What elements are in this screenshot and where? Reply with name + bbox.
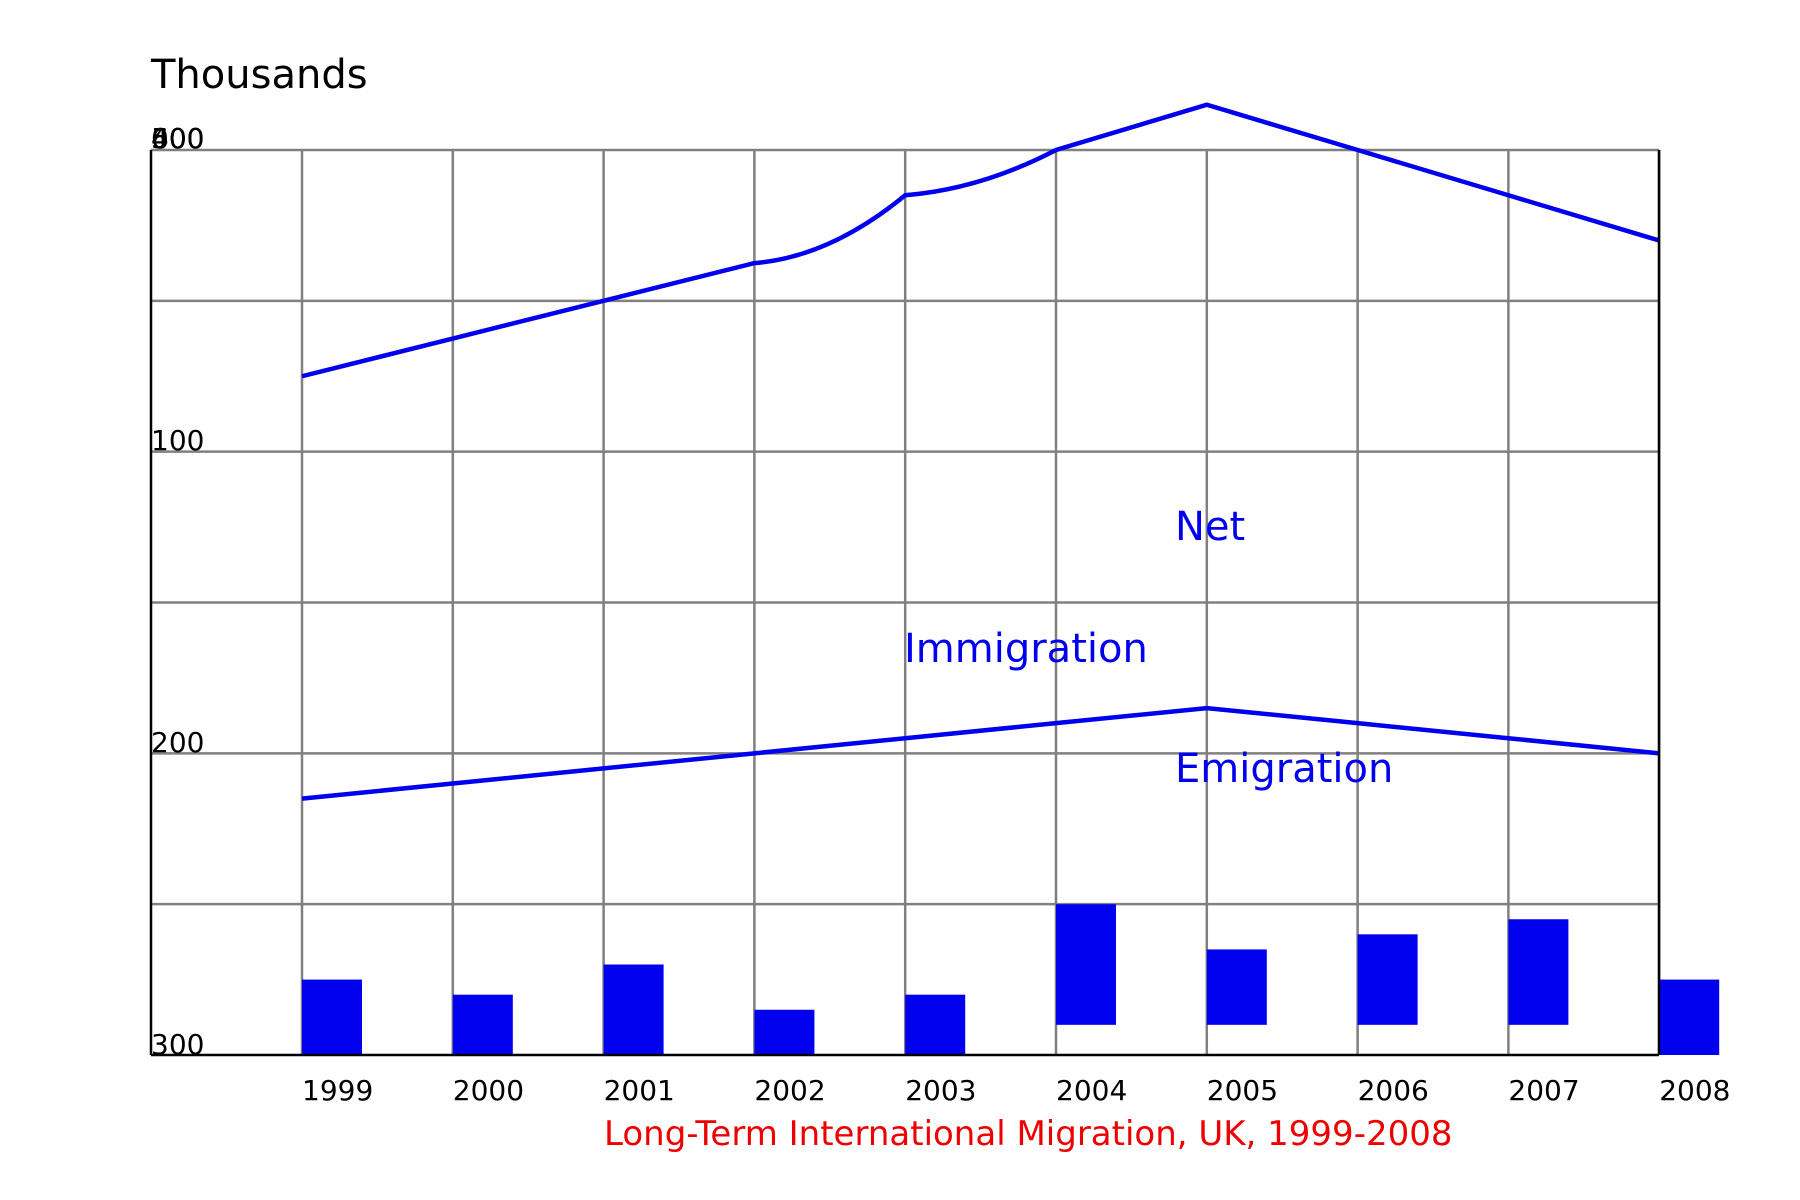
series-label-immigration: Immigration [904, 626, 1148, 672]
grid [151, 148, 1661, 1055]
x-tick-label-2005: 2005 [1207, 1074, 1278, 1107]
line-net [301, 102, 1660, 379]
y-tick-label-500: 500 [151, 122, 204, 155]
x-tick-label-2008: 2008 [1659, 1074, 1730, 1107]
series-label-emigration: Emigration [1175, 746, 1393, 792]
bar-emigration-2005 [1206, 949, 1267, 1025]
bar-emigration-2006 [1357, 934, 1418, 1025]
bar-emigration-1999 [302, 979, 362, 1055]
x-tick-labels: 1999 2000 2001 2002 2003 2004 2005 2006 2007 2008 [302, 1074, 1730, 1107]
chart-caption: Long-Term International Migration, UK, 1… [604, 1114, 1453, 1154]
series-lines [301, 102, 1660, 801]
bar-emigration-2004 [1056, 904, 1116, 1025]
x-tick-label-2002: 2002 [754, 1074, 825, 1107]
y-tick-label-100: 100 [151, 424, 204, 457]
y-axis-label: Thousands [150, 52, 368, 98]
bar-emigration-2007 [1508, 919, 1569, 1025]
y-tick-label-0: 0 [151, 122, 169, 155]
bar-emigration-2003 [905, 994, 966, 1055]
y-tick-label-200: 200 [151, 726, 204, 759]
bar-emigration-2008 [1659, 979, 1720, 1055]
emigration-bars [302, 904, 1720, 1055]
x-tick-label-2007: 2007 [1508, 1074, 1579, 1107]
bar-emigration-2002 [754, 1009, 815, 1055]
bar-emigration-2000 [452, 994, 513, 1055]
x-tick-label-2004: 2004 [1056, 1074, 1127, 1107]
y-tick-label-600: 600 [151, 122, 204, 155]
series-label-net: Net [1175, 504, 1245, 550]
series-labels: Net Immigration Emigration [904, 504, 1393, 792]
line-immigration [301, 705, 1660, 801]
y-tick-label-400: 400 [151, 122, 204, 155]
x-tick-label-2006: 2006 [1358, 1074, 1429, 1107]
axes [149, 150, 1661, 1057]
y-tick-label-300: 300 [151, 1028, 204, 1061]
x-tick-label-2000: 2000 [453, 1074, 524, 1107]
x-tick-label-2001: 2001 [604, 1074, 675, 1107]
x-tick-label-2003: 2003 [905, 1074, 976, 1107]
x-tick-label-1999: 1999 [302, 1074, 373, 1107]
bar-emigration-2001 [603, 964, 664, 1055]
